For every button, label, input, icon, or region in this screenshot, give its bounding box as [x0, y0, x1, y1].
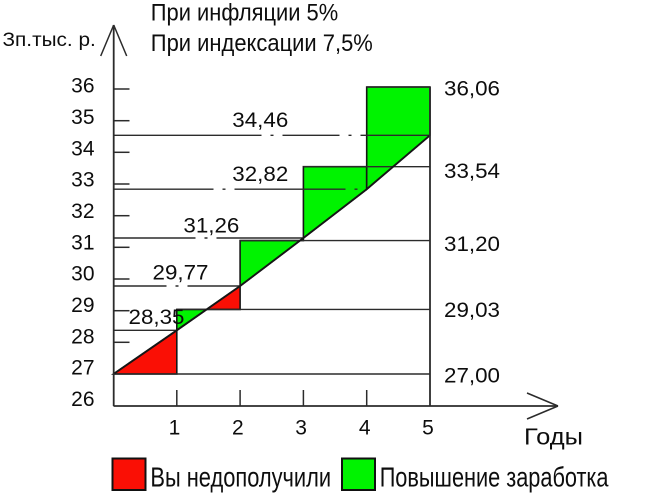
svg-text:29,77: 29,77: [153, 261, 209, 285]
svg-text:26: 26: [71, 388, 94, 411]
svg-text:4: 4: [359, 417, 371, 440]
svg-text:36,06: 36,06: [444, 77, 500, 101]
svg-text:35: 35: [71, 106, 94, 129]
svg-text:При индексации 7,5%: При индексации 7,5%: [151, 30, 373, 57]
svg-text:34,46: 34,46: [232, 108, 288, 132]
svg-text:36: 36: [71, 75, 94, 98]
svg-text:28: 28: [71, 325, 94, 348]
svg-text:33,54: 33,54: [444, 159, 500, 183]
svg-text:30: 30: [71, 263, 94, 286]
svg-text:31,26: 31,26: [183, 214, 239, 238]
svg-text:29,03: 29,03: [444, 298, 500, 322]
svg-text:Годы: Годы: [524, 424, 583, 450]
svg-text:34: 34: [71, 137, 95, 160]
svg-text:28,35: 28,35: [129, 305, 185, 329]
svg-text:При инфляции 5%: При инфляции 5%: [151, 0, 338, 27]
svg-text:Вы недополучили: Вы недополучили: [150, 462, 331, 493]
svg-text:33: 33: [71, 169, 94, 192]
svg-text:27,00: 27,00: [444, 364, 500, 388]
svg-text:32,82: 32,82: [232, 162, 288, 186]
svg-text:1: 1: [169, 417, 181, 440]
svg-text:Зп.тыс. р.: Зп.тыс. р.: [3, 29, 96, 51]
svg-text:5: 5: [422, 417, 434, 440]
svg-text:31,20: 31,20: [444, 232, 500, 256]
svg-text:31: 31: [71, 231, 94, 254]
svg-text:3: 3: [295, 417, 307, 440]
svg-text:27: 27: [71, 357, 94, 380]
svg-text:32: 32: [71, 200, 94, 223]
svg-text:2: 2: [232, 417, 244, 440]
svg-text:29: 29: [71, 294, 94, 317]
svg-text:Повышение заработка: Повышение заработка: [380, 462, 609, 493]
